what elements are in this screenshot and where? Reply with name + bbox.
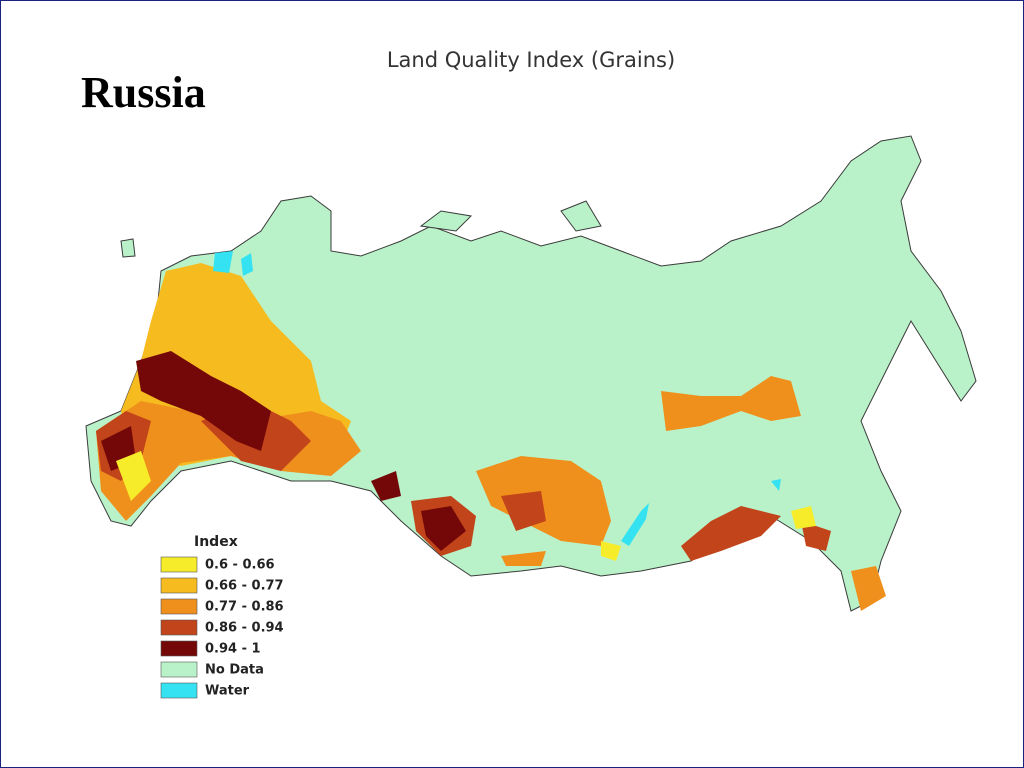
legend-label: 0.86 - 0.94 [205,621,284,636]
legend-swatch [160,661,198,678]
region [101,351,271,471]
legend-swatch [160,577,198,594]
legend-label: 0.77 - 0.86 [205,600,284,615]
legend-swatch [160,556,198,573]
russia-map [85,135,977,612]
legend: Index 0.6 - 0.66 0.66 - 0.77 0.77 - 0.86 0.… [160,534,284,699]
legend-label: Water [205,684,250,699]
region [501,551,886,611]
legend-swatch [160,640,198,657]
legend-title: Index [194,534,238,550]
slide-title: Russia [81,68,206,117]
region [681,506,831,561]
land [85,135,977,612]
island [120,200,602,258]
legend-label: 0.66 - 0.77 [205,579,284,594]
region [601,506,816,561]
region [661,376,801,431]
region [476,456,611,546]
legend-label: No Data [205,663,264,678]
region [371,471,466,551]
legend-label: 0.6 - 0.66 [205,558,275,573]
legend-swatch [160,598,198,615]
legend-label: 0.94 - 1 [205,642,261,657]
legend-swatch [160,682,198,699]
region [116,451,151,501]
map-title: Land Quality Index (Grains) [387,48,675,72]
legend-swatch [160,619,198,636]
